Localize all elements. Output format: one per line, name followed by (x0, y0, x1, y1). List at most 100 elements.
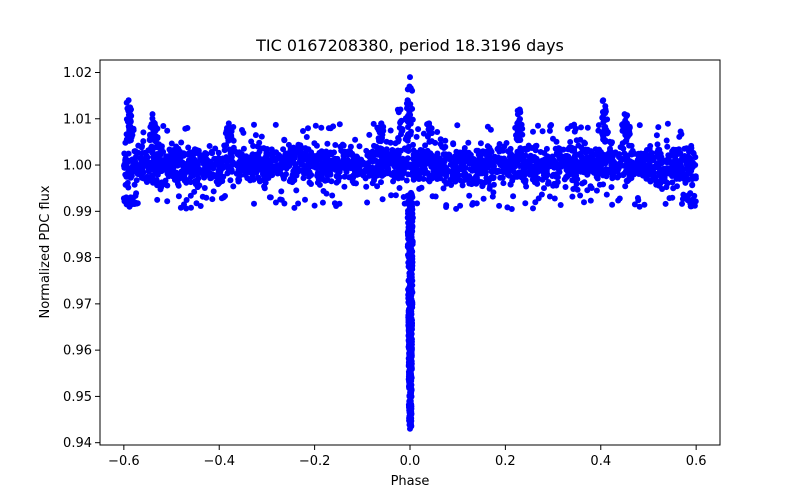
data-point (434, 129, 441, 135)
data-point (341, 183, 348, 190)
data-point (286, 178, 293, 185)
data-point (145, 177, 152, 184)
data-point (332, 142, 339, 148)
data-point (549, 156, 556, 163)
data-point (128, 173, 135, 179)
data-point (453, 205, 460, 212)
data-point (316, 181, 323, 188)
data-point (577, 136, 584, 143)
data-point (303, 134, 310, 140)
data-point (483, 175, 490, 181)
data-point (620, 171, 626, 178)
data-point (366, 172, 373, 179)
data-point (369, 158, 376, 165)
data-point (484, 123, 491, 130)
data-point (324, 172, 331, 179)
data-point (489, 168, 496, 175)
data-point (665, 154, 672, 161)
data-point (263, 170, 269, 177)
data-point (405, 210, 411, 217)
data-point (156, 181, 162, 188)
data-point (329, 192, 336, 199)
data-point (191, 188, 198, 195)
data-point (486, 149, 493, 156)
data-point (480, 195, 487, 202)
data-point (685, 145, 692, 152)
data-point (174, 180, 181, 187)
data-point (229, 159, 236, 166)
data-point (272, 199, 279, 206)
data-point (517, 116, 523, 122)
data-point (628, 151, 635, 158)
data-point (327, 125, 334, 132)
data-point (600, 97, 607, 104)
data-point (125, 150, 132, 157)
data-point (300, 175, 307, 182)
data-point (409, 277, 416, 284)
data-point (622, 183, 629, 190)
data-point (594, 174, 601, 180)
data-point (149, 111, 156, 118)
data-point (178, 139, 185, 146)
data-point (410, 141, 416, 148)
data-point (251, 121, 257, 128)
data-point (489, 193, 496, 200)
data-point (281, 136, 288, 143)
data-point (353, 161, 360, 168)
data-point (278, 196, 285, 203)
data-point (407, 372, 414, 378)
data-point (406, 315, 413, 322)
data-point (532, 147, 539, 154)
data-point (551, 180, 558, 187)
data-point (594, 162, 601, 169)
data-point (388, 192, 395, 199)
data-point (333, 173, 340, 180)
data-point (293, 187, 300, 194)
data-point (654, 141, 661, 148)
data-point (493, 154, 499, 161)
data-point (425, 176, 432, 183)
x-tick-label: 0.2 (495, 454, 516, 469)
data-point (462, 170, 469, 177)
data-point (682, 179, 689, 186)
data-point (191, 167, 198, 174)
data-point (126, 202, 133, 208)
data-point (340, 142, 347, 149)
data-point (657, 168, 664, 174)
data-point (409, 87, 416, 94)
data-point (135, 142, 142, 149)
data-point (574, 151, 581, 158)
data-point (455, 172, 462, 179)
data-point (609, 172, 616, 179)
data-point (399, 161, 406, 168)
data-point (442, 151, 449, 158)
data-point (408, 338, 415, 345)
data-point (609, 201, 616, 208)
data-point (250, 143, 257, 149)
data-point (674, 183, 680, 190)
data-point (522, 177, 529, 184)
data-point (328, 157, 335, 164)
data-point (626, 174, 633, 181)
data-point (615, 197, 622, 204)
data-point (157, 186, 164, 193)
data-point (530, 128, 536, 135)
data-point (396, 185, 403, 191)
data-point (356, 143, 363, 150)
data-point (187, 192, 194, 199)
data-point (474, 178, 481, 185)
data-point (426, 120, 433, 127)
data-point (122, 181, 129, 188)
data-point (426, 138, 433, 145)
data-point (571, 128, 578, 135)
y-tick-label: 0.97 (63, 297, 92, 312)
data-point (487, 183, 494, 190)
data-point (302, 150, 309, 156)
data-point (587, 197, 594, 204)
data-point (439, 157, 446, 164)
data-point (308, 181, 314, 187)
data-point (640, 172, 646, 179)
data-point (138, 165, 145, 172)
data-point (397, 106, 404, 113)
